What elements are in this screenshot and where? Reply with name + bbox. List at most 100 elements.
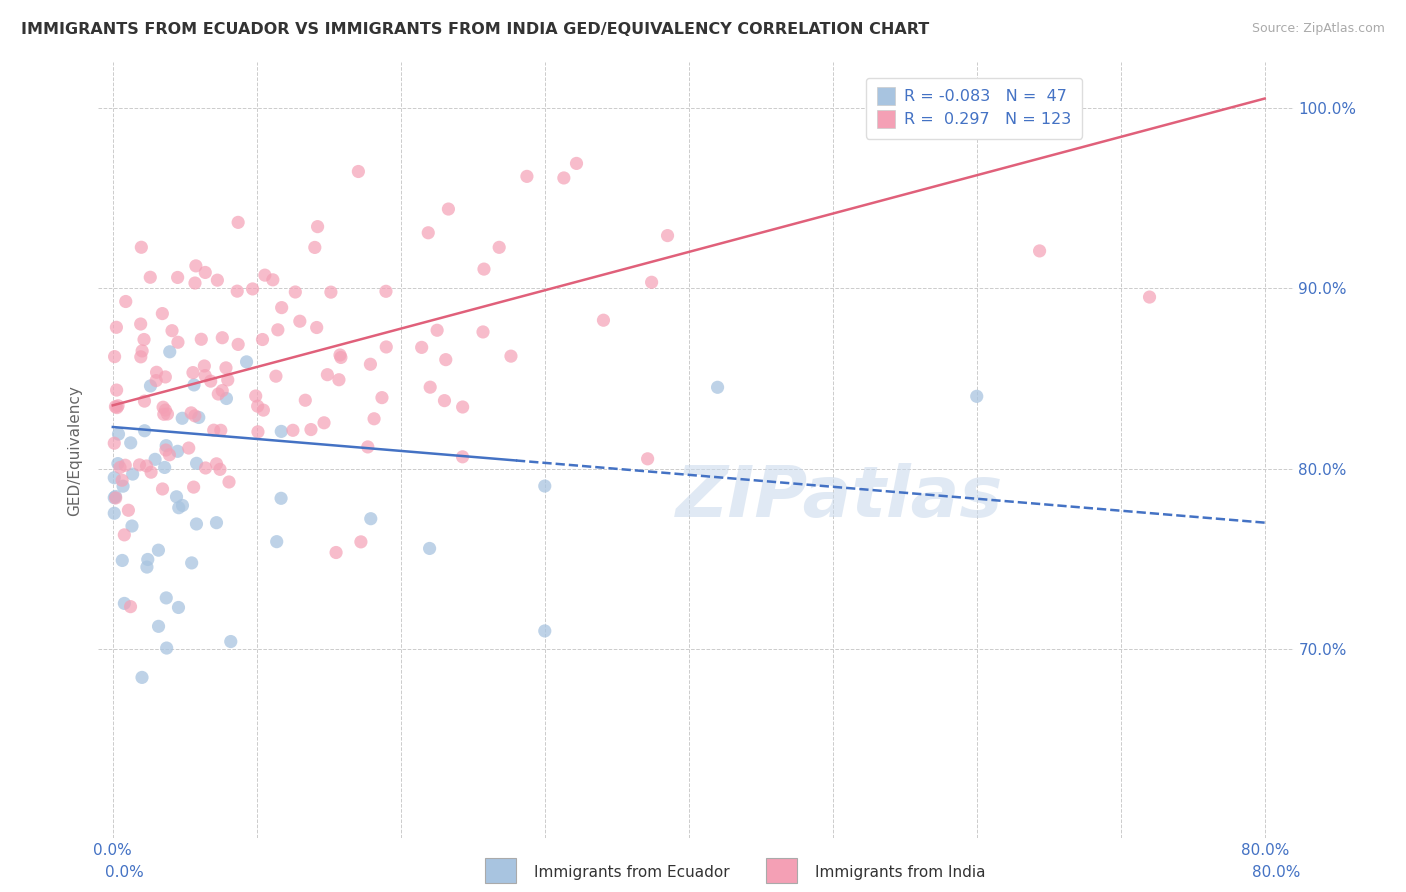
Point — [190, 332, 212, 346]
Point — [194, 265, 217, 279]
Point — [180, 406, 202, 420]
Point — [360, 512, 382, 526]
Point — [472, 262, 495, 277]
Point — [208, 462, 231, 476]
Point — [131, 240, 153, 254]
Point — [375, 285, 398, 299]
Point — [226, 284, 249, 298]
Point — [262, 273, 284, 287]
Point — [640, 275, 662, 289]
Point — [371, 391, 394, 405]
Point — [166, 490, 188, 504]
Point — [207, 387, 229, 401]
Point — [111, 553, 134, 567]
Text: 0.0%: 0.0% — [105, 865, 145, 880]
Point — [347, 164, 370, 178]
Point — [121, 519, 143, 533]
Point — [451, 400, 474, 414]
Point — [205, 516, 228, 530]
Point — [120, 599, 142, 614]
Point — [325, 545, 347, 559]
Point — [152, 482, 174, 496]
Point — [143, 452, 166, 467]
Point — [184, 259, 207, 273]
Point — [252, 403, 274, 417]
Point — [966, 389, 988, 403]
Point — [105, 401, 128, 415]
Point — [211, 331, 233, 345]
Point — [1028, 244, 1050, 258]
Point — [177, 441, 200, 455]
Point — [193, 359, 215, 373]
Point — [157, 448, 180, 462]
Point — [451, 450, 474, 464]
Text: Source: ZipAtlas.com: Source: ZipAtlas.com — [1251, 22, 1385, 36]
Point — [108, 460, 131, 475]
Point — [706, 380, 728, 394]
Point — [155, 591, 177, 605]
Point — [183, 378, 205, 392]
Point — [235, 355, 257, 369]
Point — [266, 534, 288, 549]
Point — [121, 467, 143, 481]
Point — [129, 350, 152, 364]
Point — [183, 480, 205, 494]
Point — [426, 323, 449, 337]
Point — [103, 471, 125, 485]
Point — [104, 400, 127, 414]
Point — [245, 389, 267, 403]
Point — [181, 366, 204, 380]
Point — [209, 423, 232, 437]
Point — [107, 427, 129, 442]
Point — [288, 314, 311, 328]
Point — [437, 202, 460, 216]
Point — [533, 479, 555, 493]
Point — [148, 619, 170, 633]
Point — [112, 596, 135, 610]
Point — [304, 240, 326, 254]
Point — [433, 393, 456, 408]
Point — [187, 410, 209, 425]
Point — [186, 516, 208, 531]
Point — [167, 335, 190, 350]
Point — [167, 600, 190, 615]
Point — [155, 439, 177, 453]
Point — [128, 458, 150, 472]
Point — [117, 503, 139, 517]
Point — [488, 240, 510, 254]
Point — [884, 80, 907, 95]
Point — [418, 226, 440, 240]
Point — [105, 383, 128, 397]
Point — [160, 324, 183, 338]
Text: 80.0%: 80.0% — [1253, 865, 1301, 880]
Point — [316, 368, 339, 382]
Point — [305, 320, 328, 334]
Point — [357, 440, 380, 454]
Point — [172, 499, 194, 513]
Point — [180, 556, 202, 570]
Point — [135, 458, 157, 473]
Point — [207, 273, 229, 287]
Point — [328, 373, 350, 387]
Point — [145, 365, 167, 379]
Point — [657, 228, 679, 243]
Point — [215, 360, 238, 375]
Point — [166, 270, 188, 285]
Point — [319, 285, 342, 300]
Point — [329, 348, 352, 362]
Point — [172, 411, 194, 425]
Point — [350, 534, 373, 549]
Point — [472, 325, 495, 339]
Text: Immigrants from India: Immigrants from India — [815, 865, 986, 880]
Point — [152, 401, 174, 415]
Point — [329, 351, 352, 365]
Y-axis label: GED/Equivalency: GED/Equivalency — [67, 385, 83, 516]
Point — [516, 169, 538, 184]
Text: IMMIGRANTS FROM ECUADOR VS IMMIGRANTS FROM INDIA GED/EQUIVALENCY CORRELATION CHA: IMMIGRANTS FROM ECUADOR VS IMMIGRANTS FR… — [21, 22, 929, 37]
Point — [104, 490, 127, 504]
Point — [202, 423, 225, 437]
Point — [139, 270, 162, 285]
Point — [112, 528, 135, 542]
Point — [200, 374, 222, 388]
Point — [103, 491, 125, 505]
